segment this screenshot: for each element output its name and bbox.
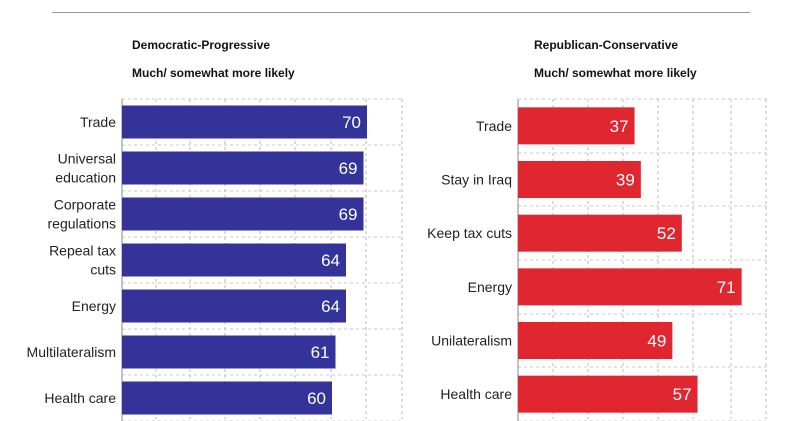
right-bar — [518, 161, 641, 198]
top-divider — [52, 12, 750, 13]
right-value-label: 57 — [673, 385, 692, 404]
right-chart-title: Republican-Conservative — [534, 38, 679, 52]
left-chart: 70 Trade 69 Universal education 69 Corporate re… — [27, 98, 403, 421]
right-value-label: 49 — [647, 332, 666, 351]
right-chart-subtitle: Much/ somewhat more likely — [534, 66, 697, 80]
right-value-label: 39 — [616, 171, 635, 190]
left-category-label: Health care — [44, 390, 116, 406]
left-category-label: Multilateralism — [27, 344, 116, 360]
right-category-label: Health care — [440, 386, 512, 402]
right-category-label: Trade — [476, 118, 512, 134]
left-bar — [122, 381, 332, 415]
left-value-label: 69 — [339, 205, 358, 224]
left-value-label: 61 — [311, 343, 330, 362]
left-bar — [122, 335, 336, 369]
right-chart: 37 Trade 39 Stay in Iraq 52 Keep tax cuts 71 En… — [427, 98, 770, 421]
right-bar — [518, 322, 673, 359]
right-category-label: Unilateralism — [431, 333, 512, 349]
left-bar — [122, 105, 367, 139]
left-chart-subtitle: Much/ somewhat more likely — [132, 66, 295, 80]
right-category-label: Keep tax cuts — [427, 225, 512, 241]
left-category-label: Corporate regulations — [48, 197, 117, 232]
right-value-label: 37 — [610, 117, 629, 136]
left-value-label: 64 — [321, 251, 340, 270]
right-bar — [518, 268, 742, 306]
right-category-label: Stay in Iraq — [441, 172, 512, 188]
left-value-label: 64 — [321, 297, 340, 316]
left-value-label: 69 — [339, 159, 358, 178]
right-bar — [518, 107, 635, 145]
left-value-label: 70 — [342, 113, 361, 132]
left-bar — [122, 289, 346, 323]
right-value-label: 71 — [717, 278, 736, 297]
left-category-label: Trade — [80, 114, 116, 130]
left-category-label: Energy — [72, 298, 116, 314]
left-bar — [122, 197, 364, 231]
right-bar — [518, 375, 698, 413]
right-value-label: 52 — [657, 224, 676, 243]
left-category-label: Repeal tax cuts — [49, 243, 116, 278]
left-value-label: 60 — [307, 389, 326, 408]
left-chart-title: Democratic-Progressive — [132, 38, 271, 52]
left-bar — [122, 243, 346, 277]
left-category-label: Universal education — [55, 151, 116, 186]
left-bar — [122, 151, 364, 185]
right-category-label: Energy — [468, 279, 512, 295]
right-bar — [518, 214, 682, 252]
